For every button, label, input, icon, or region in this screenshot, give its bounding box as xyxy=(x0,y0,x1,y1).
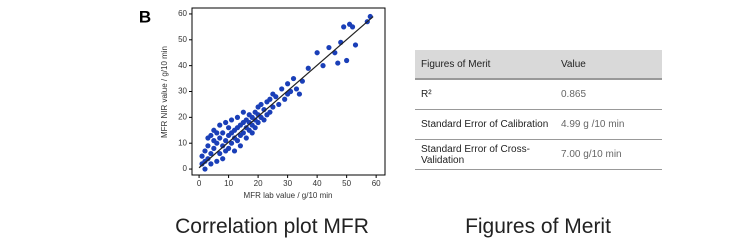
y-tick-label: 10 xyxy=(178,138,187,147)
x-tick-label: 10 xyxy=(224,179,233,188)
point xyxy=(258,101,264,108)
x-tick-label: 40 xyxy=(313,179,322,188)
y-tick-label: 50 xyxy=(178,35,187,44)
x-tick-label: 60 xyxy=(372,179,381,188)
point xyxy=(326,44,332,51)
y-tick-label: 60 xyxy=(178,9,187,18)
point xyxy=(223,138,229,144)
point xyxy=(273,94,279,100)
point xyxy=(199,153,205,159)
point xyxy=(305,65,311,71)
point xyxy=(261,117,267,123)
point xyxy=(220,156,226,162)
point xyxy=(296,91,303,97)
table-cell: R² xyxy=(415,79,555,110)
point xyxy=(231,148,238,154)
caption: Correlation plot MFR xyxy=(175,215,369,238)
x-axis-label: MFR lab value / g/10 min xyxy=(244,191,333,200)
point xyxy=(202,148,208,154)
y-tick-label: 30 xyxy=(178,87,187,96)
point xyxy=(223,119,229,126)
y-tick-label: 40 xyxy=(178,61,187,70)
point xyxy=(352,42,359,48)
point xyxy=(314,50,320,56)
y-axis-label: MFR NIR value / g/10 min xyxy=(160,46,169,138)
point xyxy=(341,24,347,30)
point xyxy=(217,122,223,128)
point xyxy=(285,81,291,87)
point xyxy=(344,57,350,64)
point xyxy=(217,135,223,141)
x-tick-label: 0 xyxy=(197,179,202,188)
caption: Figures of Merit xyxy=(465,215,611,238)
chart: B MFR lab value / g/10 min MFR NIR value… xyxy=(139,7,386,200)
point xyxy=(320,63,326,69)
table-cell: Standard Error of Cross-Validation xyxy=(415,139,555,170)
fit-line xyxy=(198,16,374,169)
table-row: Standard Error of Calibration 4.99 g /10 … xyxy=(415,109,662,140)
point xyxy=(217,150,223,157)
point xyxy=(214,158,220,164)
point xyxy=(282,96,288,102)
point xyxy=(243,135,249,141)
table-row: R² 0.865 xyxy=(415,79,662,110)
point xyxy=(276,101,282,108)
merit-table: Figures of Merit Value R² 0.865 Standard Err… xyxy=(415,50,662,170)
point xyxy=(249,130,255,136)
header-cell: Figures of Merit xyxy=(415,50,555,80)
point xyxy=(202,166,208,172)
table-cell: 4.99 g /10 min xyxy=(555,109,662,140)
point xyxy=(228,140,235,146)
point xyxy=(240,109,246,115)
point xyxy=(240,130,246,136)
point xyxy=(208,150,214,157)
table-cell: 0.865 xyxy=(555,79,662,110)
point xyxy=(237,143,243,149)
point xyxy=(214,140,220,146)
point xyxy=(234,138,241,144)
point xyxy=(220,130,226,136)
point xyxy=(290,75,297,82)
point xyxy=(279,86,285,92)
point xyxy=(335,60,341,66)
table-cell: Standard Error of Calibration xyxy=(415,109,555,140)
header-cell: Value xyxy=(555,50,662,80)
point xyxy=(267,109,273,115)
table-row: Standard Error of Cross-Validation 7.00 g… xyxy=(415,139,662,170)
point xyxy=(270,104,276,110)
point xyxy=(220,143,226,149)
point xyxy=(234,114,241,120)
point xyxy=(349,24,356,30)
point xyxy=(293,86,300,92)
point xyxy=(205,143,211,149)
point xyxy=(255,119,261,126)
point xyxy=(252,125,258,131)
point xyxy=(225,145,232,151)
x-tick-label: 50 xyxy=(342,179,351,188)
point xyxy=(228,117,235,123)
x-tick-label: 20 xyxy=(254,179,263,188)
point xyxy=(267,96,273,102)
point xyxy=(205,156,211,162)
point xyxy=(211,145,217,151)
y-tick-label: 0 xyxy=(183,164,188,173)
x-tick-label: 30 xyxy=(283,179,292,188)
point xyxy=(225,125,232,131)
point xyxy=(214,130,220,136)
point xyxy=(208,161,214,167)
y-tick-label: 20 xyxy=(178,112,187,121)
point xyxy=(208,132,214,139)
table-cell: 7.00 g/10 min xyxy=(555,139,662,170)
panel-label: B xyxy=(139,7,151,26)
